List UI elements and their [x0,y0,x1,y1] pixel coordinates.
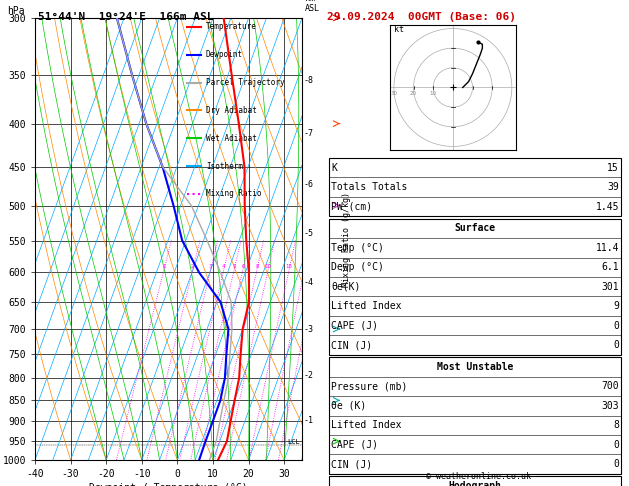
Text: 51°44'N  19°24'E  166m ASL: 51°44'N 19°24'E 166m ASL [38,12,213,22]
Text: 5: 5 [233,264,236,269]
Text: Dewp (°C): Dewp (°C) [331,262,384,272]
Text: 2: 2 [191,264,194,269]
Text: 1: 1 [162,264,166,269]
Text: CAPE (J): CAPE (J) [331,321,379,330]
Text: 6.1: 6.1 [601,262,619,272]
Text: 15: 15 [286,264,292,269]
Text: 4: 4 [222,264,226,269]
Text: © weatheronline.co.uk: © weatheronline.co.uk [426,472,530,481]
Text: Most Unstable: Most Unstable [437,362,513,372]
Text: 10: 10 [430,91,437,96]
Text: Lifted Index: Lifted Index [331,420,402,430]
Text: 11.4: 11.4 [596,243,619,253]
Text: Surface: Surface [455,224,496,233]
Text: LCL: LCL [287,439,300,445]
Text: 20: 20 [410,91,417,96]
Text: Totals Totals: Totals Totals [331,182,408,192]
Text: 700: 700 [601,382,619,391]
Text: Temperature: Temperature [206,22,257,31]
Text: -6: -6 [303,179,313,189]
Text: -8: -8 [303,76,313,85]
Text: 8: 8 [255,264,259,269]
Text: 0: 0 [613,340,619,350]
Text: Dewpoint: Dewpoint [206,50,243,59]
Text: Wet Adiabat: Wet Adiabat [206,134,257,143]
Text: -4: -4 [303,278,313,287]
Text: 1.45: 1.45 [596,202,619,211]
Text: -3: -3 [303,325,313,334]
Text: 30: 30 [391,91,398,96]
Text: km
ASL: km ASL [305,0,320,13]
Text: 6: 6 [241,264,245,269]
Text: Pressure (mb): Pressure (mb) [331,382,408,391]
Text: θe(K): θe(K) [331,282,361,292]
Text: CAPE (J): CAPE (J) [331,440,379,450]
Text: PW (cm): PW (cm) [331,202,372,211]
Text: -1: -1 [303,417,313,425]
Text: Hodograph: Hodograph [448,481,502,486]
Text: Dry Adiabat: Dry Adiabat [206,106,257,115]
Text: kt: kt [394,25,404,35]
Text: 0: 0 [613,440,619,450]
Text: 3: 3 [209,264,213,269]
Text: 15: 15 [607,163,619,173]
Text: CIN (J): CIN (J) [331,459,372,469]
Text: 9: 9 [613,301,619,311]
Text: -7: -7 [303,128,313,138]
Text: 0: 0 [613,459,619,469]
Text: 0: 0 [613,321,619,330]
Text: Isotherm: Isotherm [206,161,243,171]
Text: -5: -5 [303,229,313,238]
Text: 303: 303 [601,401,619,411]
Text: CIN (J): CIN (J) [331,340,372,350]
Text: θe (K): θe (K) [331,401,367,411]
X-axis label: Dewpoint / Temperature (°C): Dewpoint / Temperature (°C) [89,483,248,486]
Text: 29.09.2024  00GMT (Base: 06): 29.09.2024 00GMT (Base: 06) [327,12,516,22]
Text: 8: 8 [613,420,619,430]
Text: 39: 39 [607,182,619,192]
Text: Mixing Ratio: Mixing Ratio [206,190,262,198]
Text: -2: -2 [303,371,313,380]
Text: K: K [331,163,337,173]
Text: 10: 10 [265,264,272,269]
Text: Mixing Ratio (g/kg): Mixing Ratio (g/kg) [342,191,350,287]
Text: Parcel Trajectory: Parcel Trajectory [206,78,284,87]
Text: Lifted Index: Lifted Index [331,301,402,311]
Text: 301: 301 [601,282,619,292]
Text: hPa: hPa [7,5,25,16]
Text: Temp (°C): Temp (°C) [331,243,384,253]
